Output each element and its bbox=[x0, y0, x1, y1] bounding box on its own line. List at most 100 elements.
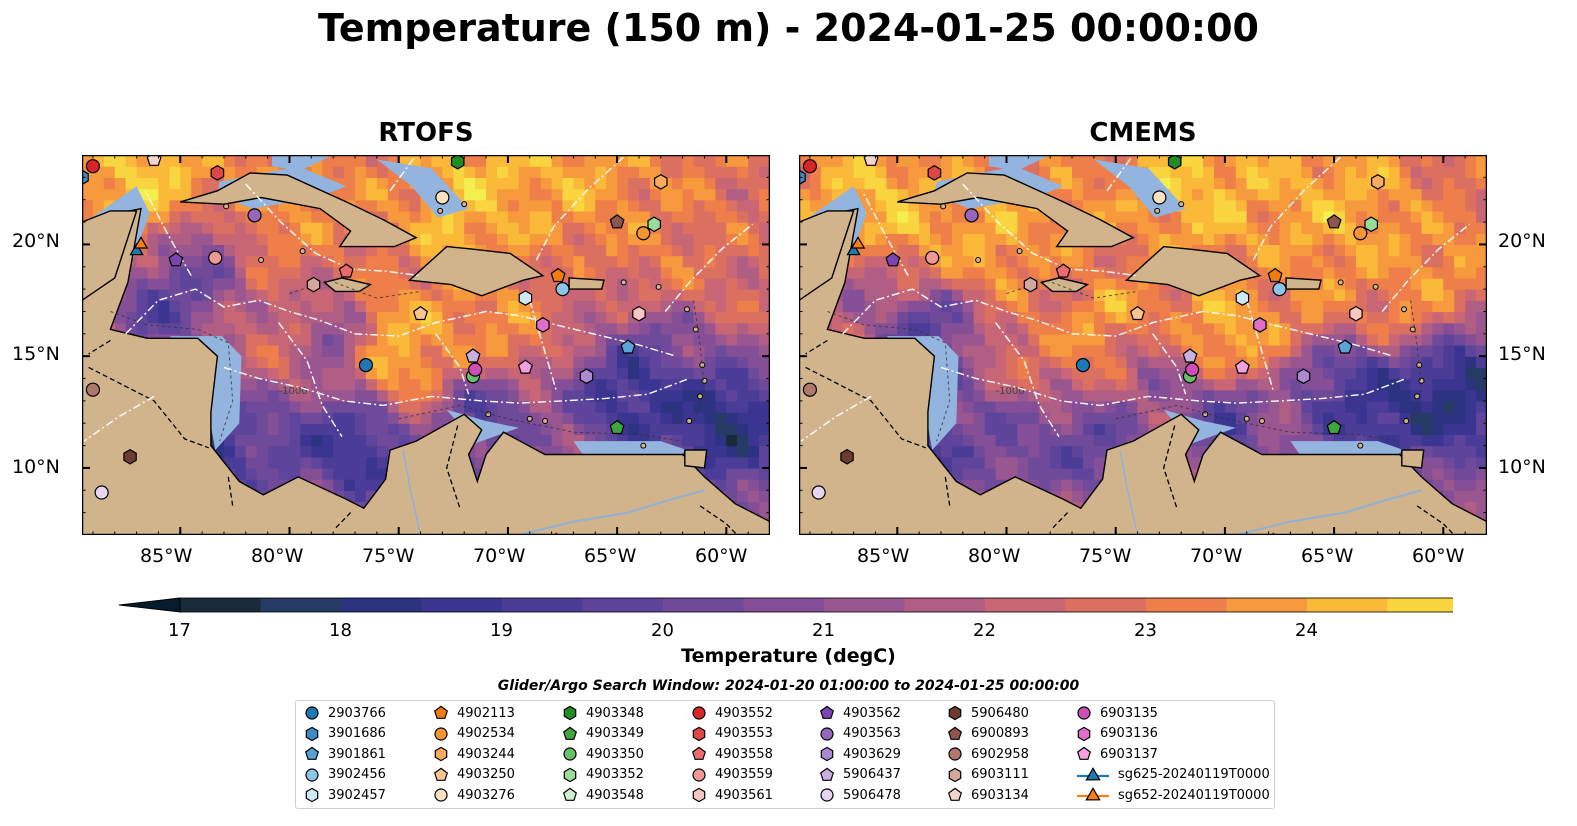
float-marker-6900893[interactable] bbox=[609, 214, 625, 229]
float-marker-4903352[interactable] bbox=[1364, 216, 1379, 233]
colorbar-segment bbox=[1146, 598, 1227, 612]
float-marker-5906480[interactable] bbox=[840, 448, 854, 465]
float-marker-4903348[interactable] bbox=[1167, 155, 1182, 170]
float-marker-4903563[interactable] bbox=[247, 208, 262, 223]
legend-marker-circle bbox=[820, 788, 834, 802]
float-marker-6903135[interactable] bbox=[1185, 362, 1200, 377]
float-marker-6903111[interactable] bbox=[306, 276, 321, 293]
float-marker-5906478[interactable] bbox=[811, 485, 826, 500]
float-marker-4903244[interactable] bbox=[1370, 174, 1385, 190]
float-marker-6903136[interactable] bbox=[536, 317, 550, 333]
legend-label: 4903553 bbox=[715, 726, 773, 741]
float-marker-4903276[interactable] bbox=[1152, 190, 1167, 205]
island bbox=[640, 442, 647, 449]
colorbar-tick-label: 23 bbox=[1134, 620, 1157, 641]
float-marker-4903561[interactable] bbox=[632, 305, 646, 322]
float-marker-4902534[interactable] bbox=[1353, 226, 1368, 241]
colorbar-label: Temperature (degC) bbox=[681, 645, 896, 667]
float-marker-3901861[interactable] bbox=[1337, 339, 1353, 354]
float-marker-4903250[interactable] bbox=[412, 305, 429, 321]
island bbox=[526, 415, 533, 422]
float-marker-5906480[interactable] bbox=[123, 448, 137, 465]
float-marker-6903134[interactable] bbox=[863, 155, 879, 166]
lon-tick-label: 85°W bbox=[857, 545, 910, 567]
island bbox=[1403, 418, 1410, 424]
float-marker-4903244[interactable] bbox=[653, 174, 668, 190]
float-marker-4903629[interactable] bbox=[579, 368, 594, 385]
legend: 2903766 3901686 3901861 3902456 3902457 49021… bbox=[295, 700, 1275, 809]
map-frame bbox=[799, 155, 1487, 535]
float-marker-6903134[interactable] bbox=[146, 155, 162, 166]
float-marker-6903111[interactable] bbox=[1023, 276, 1038, 293]
float-marker-6903137[interactable] bbox=[1234, 359, 1250, 374]
colorbar-tick-label: 21 bbox=[812, 620, 835, 641]
eez-boundary bbox=[800, 395, 872, 442]
eez-boundary bbox=[144, 190, 192, 277]
legend-marker-circle bbox=[1077, 706, 1091, 720]
float-marker-4903562[interactable] bbox=[885, 252, 901, 267]
float-marker-6903136[interactable] bbox=[1253, 317, 1267, 333]
float-marker-4903349[interactable] bbox=[609, 419, 625, 435]
legend-label: 4903629 bbox=[843, 746, 901, 762]
legend-label: 6903134 bbox=[971, 787, 1029, 803]
float-marker-4903559[interactable] bbox=[925, 250, 940, 265]
legend-label: 6903137 bbox=[1100, 746, 1158, 762]
float-marker-sg625-20240119T0000[interactable] bbox=[846, 242, 861, 256]
float-marker-5906478[interactable] bbox=[94, 485, 109, 500]
colorbar-segment bbox=[743, 598, 825, 612]
legend-marker-circle bbox=[820, 726, 834, 741]
float-marker-4903348[interactable] bbox=[450, 155, 465, 170]
float-marker-6902958[interactable] bbox=[802, 382, 818, 397]
legend-item-6903135: 6903135 bbox=[1076, 704, 1158, 722]
lat-tick-label: 20°N bbox=[1498, 230, 1546, 252]
float-marker-6903137[interactable] bbox=[517, 359, 533, 374]
float-marker-6903135[interactable] bbox=[468, 362, 483, 377]
float-marker-4902113[interactable] bbox=[550, 267, 566, 283]
float-marker-4903559[interactable] bbox=[208, 250, 223, 265]
float-marker-3902456[interactable] bbox=[1272, 282, 1287, 297]
legend-item-6902958: 6902958 bbox=[947, 745, 1029, 763]
float-marker-3902457[interactable] bbox=[1235, 290, 1250, 306]
float-marker-4903558[interactable] bbox=[1055, 263, 1071, 278]
legend-item-sg652-20240119T0000: sg652-20240119T0000 bbox=[1076, 786, 1270, 804]
island bbox=[940, 203, 947, 210]
float-marker-5906437[interactable] bbox=[465, 348, 481, 363]
legend-marker-pentagon bbox=[433, 767, 449, 781]
float-marker-sg652-20240119T0000[interactable] bbox=[850, 236, 866, 249]
island bbox=[1259, 418, 1266, 424]
float-marker-3902457[interactable] bbox=[518, 290, 533, 306]
colorbar-frame bbox=[179, 597, 1453, 613]
float-marker-4903552[interactable] bbox=[802, 159, 818, 174]
float-marker-6902958[interactable] bbox=[85, 382, 101, 397]
float-marker-4903352[interactable] bbox=[647, 216, 662, 233]
colorbar-tick-label: 24 bbox=[1295, 620, 1318, 641]
float-marker-4903558[interactable] bbox=[338, 263, 354, 278]
map-panel-cmems[interactable]: -1000 bbox=[799, 155, 1487, 535]
float-marker-4903276[interactable] bbox=[435, 190, 450, 205]
float-marker-4903552[interactable] bbox=[85, 159, 101, 174]
float-marker-4903553[interactable] bbox=[927, 165, 942, 181]
float-marker-3901861[interactable] bbox=[620, 339, 636, 354]
float-marker-sg652-20240119T0000[interactable] bbox=[133, 236, 149, 249]
float-marker-3902456[interactable] bbox=[555, 282, 570, 297]
float-marker-5906437[interactable] bbox=[1182, 348, 1198, 363]
map-panel-rtofs[interactable]: -1000 bbox=[82, 155, 770, 535]
float-marker-4902113[interactable] bbox=[1267, 267, 1283, 283]
float-marker-6900893[interactable] bbox=[1326, 214, 1342, 229]
land-puerto-rico bbox=[1285, 277, 1322, 290]
float-marker-2903766[interactable] bbox=[358, 358, 374, 373]
legend-item-6903111: 6903111 bbox=[947, 766, 1029, 784]
float-marker-4902534[interactable] bbox=[636, 226, 651, 241]
float-marker-4903553[interactable] bbox=[210, 165, 225, 181]
country-border bbox=[1051, 512, 1069, 529]
float-marker-4903629[interactable] bbox=[1296, 368, 1311, 385]
float-marker-2903766[interactable] bbox=[1075, 358, 1091, 373]
float-marker-4903349[interactable] bbox=[1326, 419, 1342, 435]
legend-item-5906478: 5906478 bbox=[819, 786, 901, 804]
float-marker-4903561[interactable] bbox=[1349, 305, 1363, 322]
float-marker-4903563[interactable] bbox=[964, 208, 979, 223]
float-marker-4903562[interactable] bbox=[168, 252, 184, 267]
legend-marker-circle bbox=[434, 726, 448, 741]
float-marker-4903250[interactable] bbox=[1129, 305, 1146, 321]
float-marker-sg625-20240119T0000[interactable] bbox=[129, 242, 144, 256]
